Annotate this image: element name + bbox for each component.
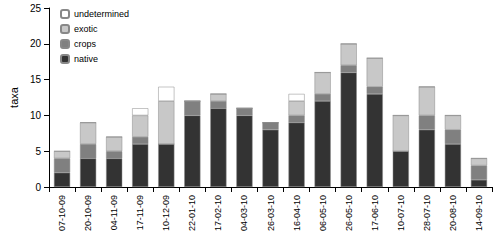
svg-text:10-07-10: 10-07-10 [396,195,406,231]
svg-text:0: 0 [35,182,41,193]
svg-text:07-10-09: 07-10-09 [57,195,67,231]
svg-text:undetermined: undetermined [74,9,129,19]
svg-text:native: native [74,54,98,64]
svg-text:17-02-10: 17-02-10 [213,195,223,231]
svg-text:5: 5 [35,146,41,157]
svg-text:17-06-10: 17-06-10 [370,195,380,231]
svg-text:17-11-09: 17-11-09 [135,195,145,230]
svg-text:26-05-10: 26-05-10 [344,195,354,231]
svg-text:06-05-10: 06-05-10 [318,195,328,231]
svg-text:28-07-10: 28-07-10 [422,195,432,231]
svg-text:26-03-10: 26-03-10 [266,195,276,231]
svg-text:14-09-10: 14-09-10 [474,195,484,231]
svg-text:exotic: exotic [74,24,98,34]
svg-text:16-04-10: 16-04-10 [292,195,302,231]
svg-text:crops: crops [74,39,97,49]
svg-text:15: 15 [30,74,42,85]
svg-text:taxa: taxa [8,86,20,108]
svg-text:04-03-10: 04-03-10 [239,195,249,231]
svg-text:20: 20 [30,38,42,49]
svg-text:10-12-09: 10-12-09 [161,195,171,231]
svg-text:22-01-10: 22-01-10 [187,195,197,231]
svg-text:10: 10 [30,110,42,121]
svg-text:20-08-10: 20-08-10 [448,195,458,231]
svg-text:04-11-09: 04-11-09 [109,195,119,230]
svg-text:20-10-09: 20-10-09 [83,195,93,231]
svg-text:25: 25 [30,3,42,14]
